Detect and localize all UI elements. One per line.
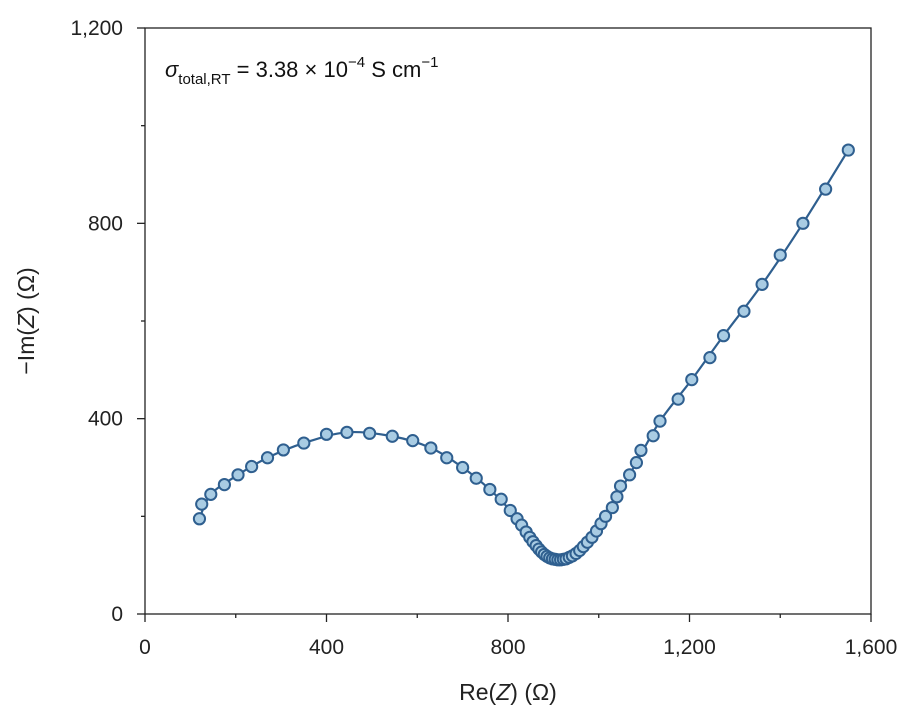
annotation-text: = 3.38 × 10: [231, 57, 348, 82]
y-tick-label: 0: [111, 603, 123, 626]
data-point: [703, 351, 717, 365]
data-point: [819, 182, 833, 196]
data-point: [440, 451, 454, 465]
annotation-unit-exponent: −1: [421, 54, 438, 71]
y-axis-label-post: ) (Ω): [13, 267, 39, 314]
y-axis-label-pre: −Im(: [13, 328, 39, 375]
data-point: [634, 443, 648, 458]
data-point: [483, 482, 497, 497]
data-markers: [192, 143, 855, 567]
data-point: [623, 468, 637, 482]
x-tick-label: 0: [139, 636, 151, 659]
data-point: [245, 459, 259, 474]
x-axis-label-post: ) (Ω): [510, 679, 557, 705]
data-point: [406, 434, 420, 448]
data-point: [671, 392, 685, 406]
y-tick-label: 1,200: [70, 17, 123, 40]
annotation-subscript: total,RT: [178, 71, 230, 88]
data-point: [385, 429, 399, 443]
data-point: [217, 477, 232, 492]
data-point: [613, 479, 628, 493]
annotation-symbol: σ: [165, 57, 179, 82]
x-tick-label: 400: [309, 636, 344, 659]
y-axis-label: −Im(Z) (Ω): [13, 267, 39, 374]
data-point: [755, 277, 769, 291]
x-axis-label-pre: Re(: [459, 679, 496, 705]
data-point: [605, 500, 619, 515]
x-tick-label: 1,200: [663, 636, 716, 659]
data-point: [503, 503, 517, 518]
data-point: [231, 468, 245, 482]
x-tick-label: 1,600: [845, 636, 898, 659]
data-point: [796, 216, 810, 230]
conductivity-annotation: σtotal,RT = 3.38 × 10−4 S cm−1: [165, 54, 438, 88]
data-point: [737, 304, 751, 318]
data-point: [276, 443, 290, 457]
data-point: [297, 436, 311, 450]
data-point: [363, 426, 377, 440]
y-axis-label-var: Z: [13, 313, 39, 329]
y-tick-label: 400: [88, 408, 123, 431]
data-point: [685, 373, 699, 387]
x-axis-label-var: Z: [495, 679, 511, 705]
data-point: [773, 248, 787, 262]
data-point: [424, 441, 438, 455]
fit-line: [198, 149, 850, 561]
plot-frame: [144, 27, 872, 615]
data-point: [204, 487, 218, 501]
data-point: [469, 471, 483, 485]
data-point: [841, 143, 855, 157]
data-point: [629, 456, 644, 470]
data-point: [340, 425, 354, 439]
data-point: [192, 512, 207, 526]
annotation-unit: S cm: [365, 57, 421, 82]
x-tick-label: 800: [490, 636, 525, 659]
data-point: [260, 451, 275, 465]
axis-tick-labels: 0 400 800 1,200 1,600 0 400 800 1,200: [70, 17, 897, 659]
data-point: [598, 509, 613, 523]
annotation-exponent: −4: [348, 54, 365, 71]
data-point: [195, 497, 209, 511]
data-point: [494, 492, 508, 506]
data-point: [319, 427, 334, 441]
data-point: [653, 414, 667, 428]
y-tick-label: 800: [88, 212, 123, 235]
data-point: [610, 490, 624, 504]
data-point: [646, 429, 660, 443]
data-point: [716, 329, 731, 343]
x-axis-label: Re(Z) (Ω): [459, 679, 557, 705]
axis-ticks: [137, 27, 872, 622]
data-point: [456, 460, 470, 475]
